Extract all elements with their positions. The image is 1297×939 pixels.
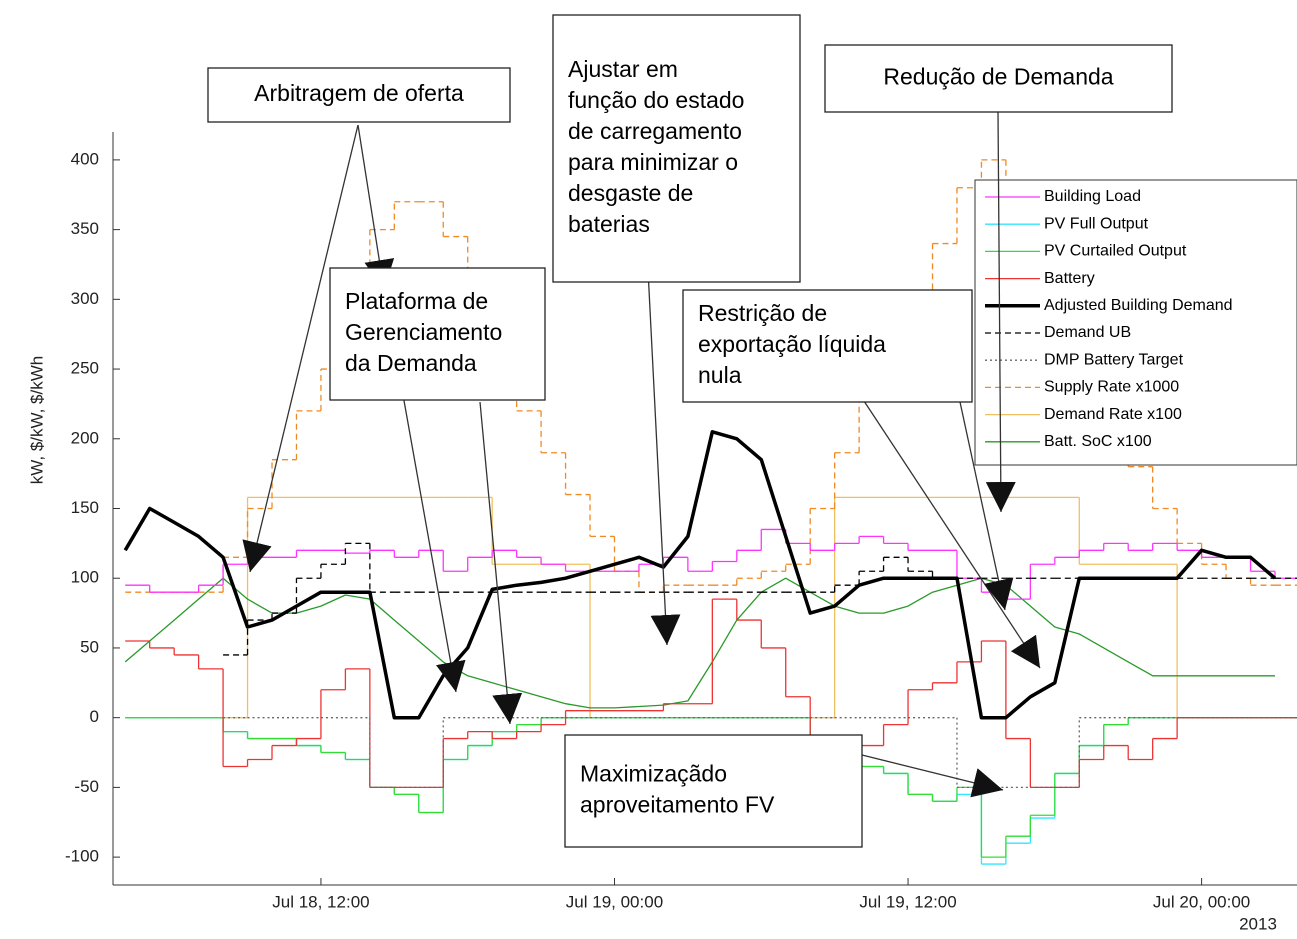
legend-label: Building Load	[1044, 188, 1141, 205]
y-tick-label: 0	[90, 707, 99, 726]
annotation-arrow	[985, 111, 1016, 513]
annotation-box	[682, 289, 973, 403]
x-tick-label: Jul 19, 00:00	[566, 892, 663, 911]
y-tick-label: 100	[71, 568, 99, 587]
annotation-text: Arbitragem de oferta	[254, 80, 464, 106]
annotation-text: Maximizaçãdo	[580, 761, 727, 787]
legend-label: DMP Battery Target	[1044, 351, 1184, 368]
annotation-text: Ajustar em	[568, 56, 678, 82]
annotation-arrow	[479, 401, 523, 725]
annotation-text: Gerenciamento	[345, 319, 502, 345]
y-tick-label: 200	[71, 428, 99, 447]
y-tick-label: -50	[74, 777, 99, 796]
annotation-box	[824, 44, 1173, 113]
annotation-text: nula	[698, 362, 742, 388]
y-tick-label: -100	[65, 847, 99, 866]
legend-label: Demand Rate x100	[1044, 406, 1182, 423]
legend-label: Demand UB	[1044, 324, 1131, 341]
series-line	[123, 430, 1277, 720]
annotation-box	[329, 267, 546, 401]
annotation-text: Plataforma de	[345, 288, 488, 314]
annotation-box	[207, 67, 511, 123]
x-tick-label: Jul 20, 00:00	[1153, 892, 1250, 911]
annotations: Arbitragem de oferta Plataforma de Gerenci…	[207, 14, 1173, 848]
annotation-text: para minimizar o	[568, 149, 738, 175]
annotation-text: função do estado	[568, 87, 744, 113]
legend-label: Battery	[1044, 270, 1095, 287]
y-tick-label: 300	[71, 289, 99, 308]
legend: Building Load PV Full Output PV Curtailed …	[974, 179, 1297, 466]
annotation-arrow	[959, 401, 1014, 611]
annotation-box	[564, 734, 863, 848]
legend-label: PV Curtailed Output	[1044, 243, 1187, 260]
annotation-box	[552, 14, 801, 283]
annotation-text: de carregamento	[568, 118, 742, 144]
y-tick-label: 400	[71, 149, 99, 168]
annotation-text: aproveitamento FV	[580, 792, 775, 818]
x-year-label: 2013	[1239, 914, 1277, 933]
annotation-text: Restrição de	[698, 300, 827, 326]
annotation-arrow	[647, 269, 681, 646]
legend-label: Supply Rate x1000	[1044, 379, 1179, 396]
y-axis-label: kW, $/kW, $/kWh	[27, 356, 46, 484]
annotation-arrow	[402, 394, 466, 693]
annotation-arrow	[242, 124, 359, 573]
annotation-arrow	[357, 124, 395, 291]
legend-box	[974, 179, 1297, 466]
annotation-arrow	[861, 754, 1004, 798]
y-tick-label: 250	[71, 359, 99, 378]
annotation-text: Redução de Demanda	[883, 64, 1113, 90]
series-line	[124, 577, 1275, 709]
y-tick-label: 50	[80, 637, 99, 656]
x-tick-label: Jul 18, 12:00	[272, 892, 369, 911]
annotation-text: da Demanda	[345, 350, 477, 376]
x-tick-label: Jul 19, 12:00	[859, 892, 956, 911]
legend-label: PV Full Output	[1044, 215, 1149, 232]
annotation-arrow	[861, 397, 1041, 669]
annotation-text: exportação líquida	[698, 331, 886, 357]
y-tick-label: 150	[71, 498, 99, 517]
legend-label: Adjusted Building Demand	[1044, 297, 1233, 314]
annotation-text: desgaste de	[568, 180, 693, 206]
annotation-text: baterias	[568, 211, 650, 237]
legend-label: Batt. SoC x100	[1044, 433, 1152, 450]
y-tick-label: 350	[71, 219, 99, 238]
